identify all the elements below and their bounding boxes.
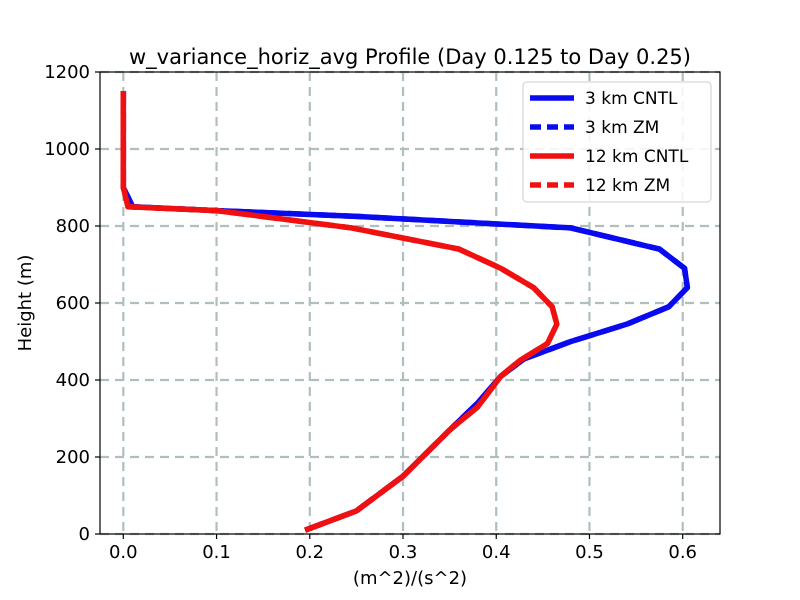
axis-ticks: 0.0 0.1 0.2 0.3 0.4 0.5 0.6 0 200 400 600 800 1000 12… — [44, 62, 697, 563]
x-tick-label: 0.1 — [202, 542, 231, 563]
x-axis-label: (m^2)/(s^2) — [353, 568, 467, 589]
series-lines — [120, 91, 691, 533]
legend-label: 12 km ZM — [585, 176, 670, 196]
y-tick-label: 1200 — [44, 62, 90, 83]
legend-box — [522, 81, 712, 203]
x-tick-label: 0.3 — [389, 542, 418, 563]
x-tick-label: 0.4 — [482, 542, 511, 563]
legend: 3 km CNTL 3 km ZM 12 km CNTL 12 km ZM — [522, 81, 712, 203]
x-tick-label: 0.0 — [109, 542, 138, 563]
y-tick-label: 400 — [56, 370, 90, 391]
legend-label: 3 km ZM — [585, 118, 659, 138]
y-tick-label: 600 — [56, 293, 90, 314]
y-axis-label: Height (m) — [15, 255, 36, 352]
y-tick-label: 1000 — [44, 139, 90, 160]
series-line-12-km-zm — [120, 91, 560, 533]
y-tick-label: 200 — [56, 447, 90, 468]
y-tick-label: 800 — [56, 216, 90, 237]
x-tick-label: 0.2 — [295, 542, 324, 563]
x-tick-label: 0.6 — [668, 542, 697, 563]
x-tick-label: 0.5 — [575, 542, 604, 563]
legend-label: 12 km CNTL — [585, 147, 689, 167]
y-tick-label: 0 — [79, 524, 90, 545]
chart-title: w_variance_horiz_avg Profile (Day 0.125 … — [129, 45, 691, 70]
legend-label: 3 km CNTL — [585, 89, 678, 109]
